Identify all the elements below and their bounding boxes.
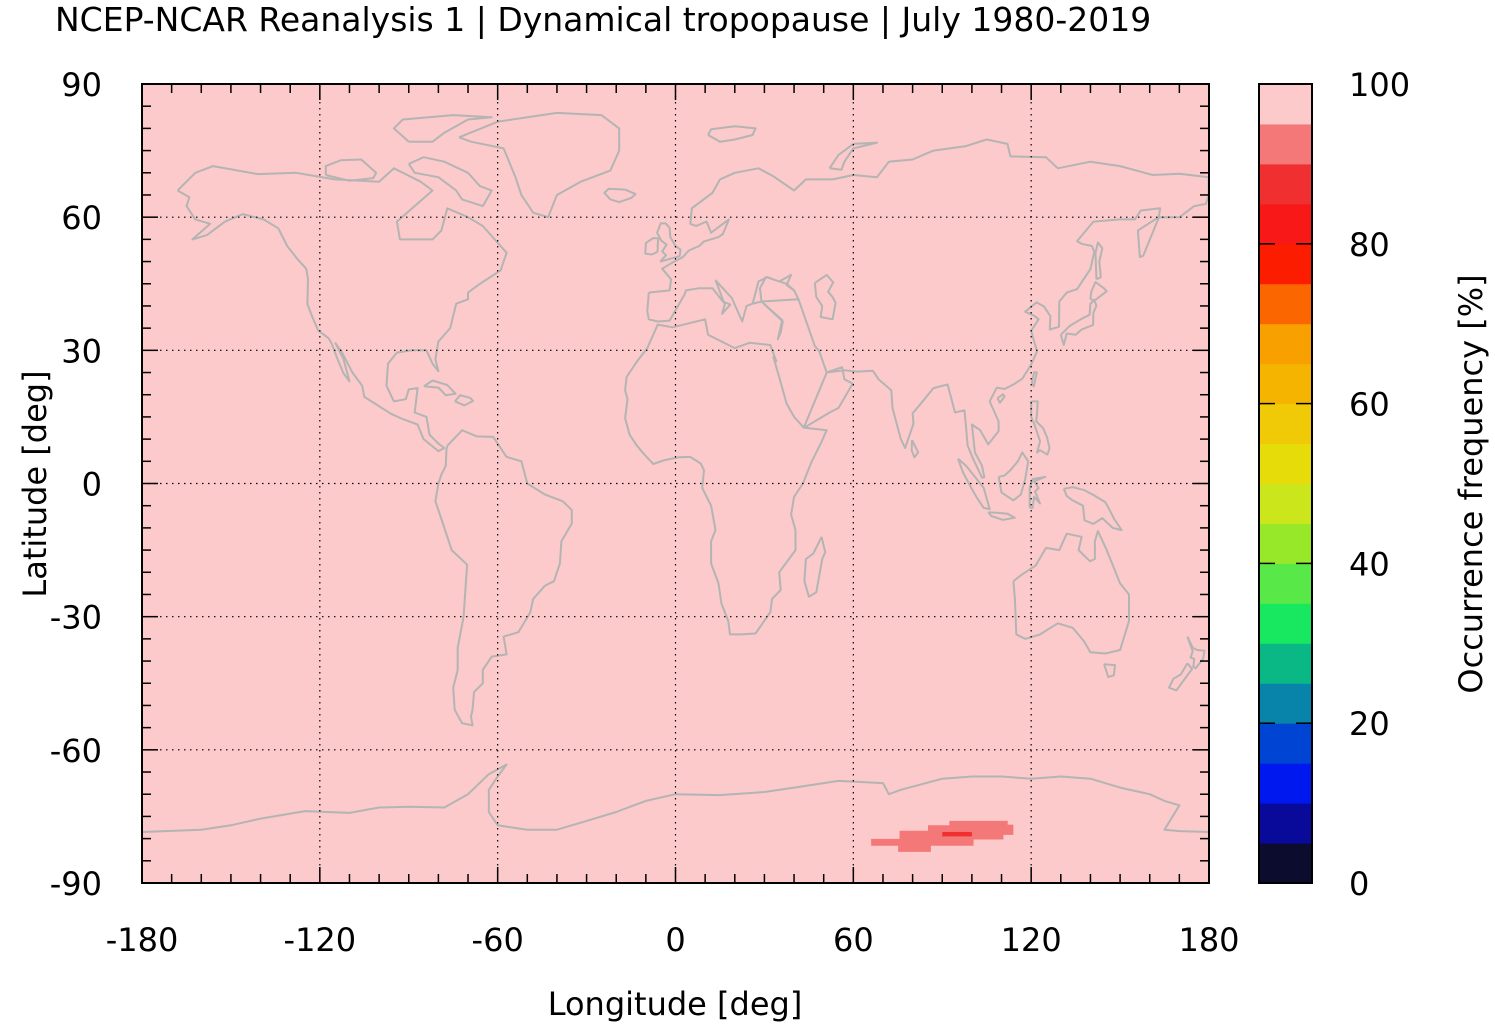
colorbar-label: Occurrence frequency [%]: [1452, 274, 1490, 693]
chart-title: NCEP-NCAR Reanalysis 1 | Dynamical tropo…: [55, 0, 1152, 39]
coastline-sakhalin: [1094, 241, 1104, 281]
x-tick-label: 120: [1001, 921, 1062, 959]
x-tick-label: -180: [106, 921, 179, 959]
coastline-africa-eurasia: [624, 318, 828, 636]
plot-frame: [141, 83, 1210, 884]
colorbar-frame: [1258, 83, 1313, 884]
colorbar-segment: [1259, 243, 1312, 285]
colorbar-segment: [1259, 483, 1312, 524]
y-tick-label: 90: [61, 66, 102, 104]
x-tick-label: -60: [472, 921, 524, 959]
coastline-north-america: [176, 165, 508, 453]
colorbar-tick-label: 0: [1349, 865, 1369, 903]
coastline-ellesmere: [392, 114, 493, 143]
anomaly-cells: [871, 820, 1014, 852]
colorbar-segment: [1259, 763, 1312, 804]
coastline-hispaniola: [454, 394, 475, 407]
colorbar: 0 20 40 60 80 100: [1258, 66, 1410, 903]
anomaly-cell: [942, 831, 972, 837]
coastline-svalbard: [707, 125, 757, 143]
coastline-ireland: [644, 237, 660, 256]
y-tick-label: -30: [50, 599, 102, 637]
coastline-novaya-zemlya: [828, 141, 878, 171]
coastline-new-zealand-north: [1186, 636, 1206, 670]
coastline-philippines: [1030, 400, 1051, 456]
colorbar-segment: [1259, 403, 1312, 445]
coastline-sulawesi: [1028, 475, 1047, 509]
colorbar-segment: [1259, 843, 1312, 884]
coastline-taiwan: [1030, 371, 1038, 388]
coastline-victoria-island: [324, 158, 378, 182]
coastline-madagascar: [803, 536, 827, 598]
coastline-south-america: [434, 429, 573, 727]
coastline-borneo: [997, 451, 1030, 502]
colorbar-segment: [1259, 203, 1312, 245]
coastline-japan: [1059, 299, 1098, 346]
y-tick-labels: 90 60 30 0 -30 -60 -90: [50, 66, 102, 903]
x-axis-label: Longitude [deg]: [548, 985, 803, 1023]
colorbar-segment: [1259, 283, 1312, 325]
coastline-new-zealand-south: [1168, 662, 1194, 692]
colorbar-segment: [1259, 323, 1312, 365]
x-tick-labels: -180 -120 -60 0 60 120 180: [106, 921, 1240, 959]
coastline-baffin: [407, 156, 493, 208]
colorbar-segment: [1259, 84, 1312, 125]
colorbar-segment: [1259, 123, 1312, 165]
colorbar-segment: [1259, 443, 1312, 484]
coastline-iceland: [603, 187, 637, 204]
coastline-new-guinea: [1062, 486, 1123, 532]
coastline-hainan: [996, 393, 1006, 404]
x-tick-label: 60: [833, 921, 874, 959]
coastline-great-britain: [656, 222, 682, 263]
colorbar-tick-label: 20: [1349, 705, 1390, 743]
colorbar-segment: [1259, 643, 1312, 684]
coastline-australia: [1012, 530, 1130, 655]
coastline-greenland: [458, 111, 621, 219]
y-tick-label: -60: [50, 732, 102, 770]
colorbar-segment: [1259, 563, 1312, 604]
coastline-tasmania: [1103, 663, 1116, 678]
coastline-eurasia: [646, 138, 1209, 479]
coastline-antarctica: [142, 763, 1209, 833]
grid-lines: [142, 84, 1209, 883]
coastlines: [142, 111, 1209, 833]
colorbar-tick-label: 80: [1349, 226, 1390, 264]
colorbar-segment: [1259, 363, 1312, 405]
coastline-caspian: [813, 273, 837, 321]
colorbar-tick-label: 100: [1349, 66, 1410, 104]
coastline-sumatra: [957, 457, 991, 511]
colorbar-segment: [1259, 163, 1312, 205]
coastline-java: [987, 511, 1016, 521]
coastline-sri-lanka: [910, 439, 920, 459]
colorbar-segment: [1259, 683, 1312, 724]
coastline-cuba: [423, 379, 457, 397]
x-tick-label: 0: [665, 921, 685, 959]
colorbar-tick-label: 60: [1349, 386, 1390, 424]
colorbar-segment: [1259, 723, 1312, 764]
colorbar-tick-label: 40: [1349, 545, 1390, 583]
y-tick-label: -90: [50, 865, 102, 903]
y-axis-label: Latitude [deg]: [16, 370, 54, 597]
y-tick-label: 30: [61, 332, 102, 370]
y-tick-label: 60: [61, 199, 102, 237]
colorbar-segment: [1259, 523, 1312, 564]
y-tick-label: 0: [82, 466, 102, 504]
x-tick-label: -120: [284, 921, 357, 959]
x-tick-label: 180: [1178, 921, 1239, 959]
coastline-hokkaido: [1089, 281, 1108, 302]
colorbar-segment: [1259, 803, 1312, 844]
colorbar-segment: [1259, 603, 1312, 644]
